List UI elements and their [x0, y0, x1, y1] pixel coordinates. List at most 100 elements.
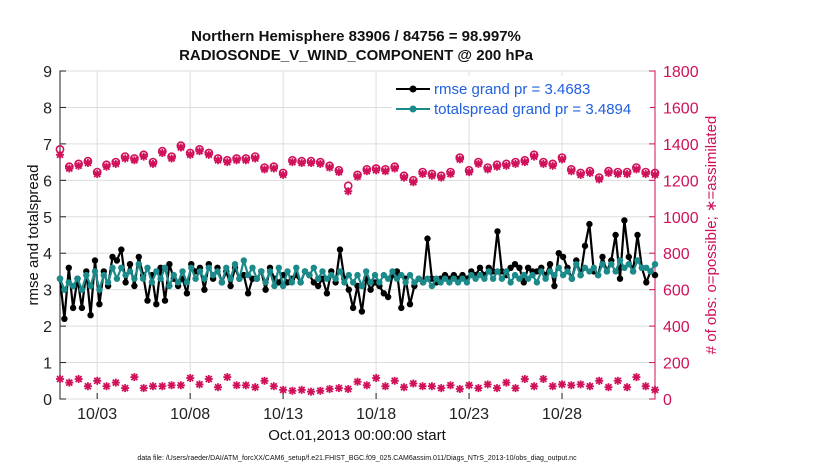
totalspread-point: [389, 268, 396, 275]
totalspread-point: [293, 264, 300, 271]
obs-assimilated-marker: [511, 384, 520, 393]
obs-assimilated-marker: [204, 150, 213, 159]
legend-rmse-label: rmse grand pr = 3.4683: [434, 81, 590, 98]
obs-assimilated-marker: [74, 161, 83, 170]
totalspread-point: [275, 264, 282, 271]
obs-assimilated-marker: [446, 170, 455, 178]
obs-assimilated-marker: [279, 170, 288, 179]
obs-assimilated-marker: [167, 154, 176, 163]
rmse-point: [380, 290, 387, 297]
rmse-point: [310, 279, 317, 286]
obs-assimilated-marker: [362, 381, 371, 390]
rmse-point: [581, 242, 589, 250]
obs-assimilated-marker: [400, 173, 408, 182]
totalspread-point: [371, 271, 379, 279]
totalspread-point: [91, 268, 99, 275]
totalspread-point: [542, 275, 549, 282]
y-axis-left-label: rmse and totalspread: [25, 165, 42, 306]
x-axis: 10/03 10/08 10/13 10/18 10/23 10/28: [77, 393, 582, 423]
totalspread-point: [258, 268, 265, 275]
totalspread-point: [349, 279, 357, 286]
rmse-point: [393, 268, 401, 275]
totalspread-point: [398, 271, 405, 279]
totalspread-point: [78, 286, 86, 293]
obs-assimilated-marker: [83, 382, 92, 391]
rmse-point: [284, 279, 291, 286]
obs-assimilated-marker: [158, 149, 167, 157]
totalspread-point: [144, 264, 151, 271]
totalspread-point: [157, 275, 164, 282]
totalspread-point: [179, 268, 186, 275]
totalspread-point: [573, 261, 580, 268]
totalspread-point: [555, 264, 562, 271]
totalspread-point: [332, 275, 339, 282]
rmse-point: [78, 304, 86, 312]
y-tick-label-left: 8: [43, 100, 52, 117]
totalspread-point: [288, 279, 296, 286]
obs-assimilated-marker: [595, 376, 604, 385]
totalspread-point: [529, 271, 536, 279]
obs-assimilated-marker: [530, 152, 539, 161]
obs-assimilated-marker: [307, 387, 315, 396]
chart-title: Northern Hemisphere 83906 / 84756 = 98.9…: [191, 28, 521, 45]
obs-assimilated-marker: [632, 373, 641, 382]
rmse-point: [616, 275, 624, 282]
y-tick-label-left: 9: [43, 64, 52, 81]
obs-assimilated-marker: [260, 165, 269, 174]
totalspread-point: [218, 279, 226, 286]
totalspread-point: [279, 282, 287, 290]
obs-assimilated-marker: [297, 385, 306, 394]
y-axis-right: 0 200 400 600 800 1000 1200 1400 1600 1800: [649, 64, 699, 409]
rmse-point: [651, 271, 659, 279]
obs-assimilated-marker: [316, 159, 325, 168]
obs-assimilated-marker: [269, 382, 278, 391]
obs-assimilated-marker: [651, 385, 659, 394]
totalspread-point: [538, 268, 545, 275]
rmse-point: [599, 253, 606, 261]
totalspread-point: [524, 275, 532, 282]
rmse-point: [227, 282, 234, 290]
totalspread-point: [310, 264, 317, 271]
obs-assimilated-marker: [483, 380, 492, 389]
y-tick-label-left: 7: [43, 137, 52, 154]
y-tick-label-right: 600: [663, 283, 690, 300]
totalspread-point: [612, 268, 619, 275]
x-tick-label: 10/18: [356, 406, 396, 423]
obs-assimilated-marker: [65, 164, 74, 173]
rmse-point: [144, 297, 151, 304]
rmse-point: [118, 246, 125, 253]
x-axis-label: Oct.01,2013 00:00:00 start: [268, 427, 446, 444]
rmse-point: [406, 301, 414, 308]
obs-assimilated-marker: [632, 165, 641, 174]
obs-assimilated-marker: [455, 385, 464, 393]
totalspread-point: [83, 271, 90, 279]
legend-spread-marker: [409, 105, 417, 113]
obs-assimilated-marker: [437, 173, 446, 182]
y-tick-label-left: 0: [43, 392, 52, 409]
obs-assimilated-marker: [307, 159, 315, 167]
y-tick-label-left: 1: [43, 356, 52, 373]
totalspread-point: [249, 264, 256, 271]
obs-assimilated-marker: [511, 159, 520, 168]
y-tick-label-right: 1800: [663, 64, 699, 81]
obs-assimilated-marker: [493, 162, 501, 171]
totalspread-point: [433, 275, 440, 282]
obs-assimilated-marker: [316, 386, 325, 395]
obs-assimilated-marker: [130, 156, 139, 165]
y-tick-label-left: 2: [43, 319, 52, 336]
obs-assimilated-marker: [195, 147, 204, 156]
obs-assimilated-marker: [595, 175, 604, 184]
y-tick-label-right: 0: [663, 392, 672, 409]
y-axis-left: 0 1 2 3 4 5 6 7 8 9: [43, 64, 66, 409]
totalspread-point: [61, 286, 68, 293]
obs-assimilated-marker: [623, 170, 632, 178]
obs-assimilated-marker: [325, 163, 334, 172]
legend-spread-label: totalspread grand pr = 3.4894: [434, 101, 631, 118]
legend: rmse grand pr = 3.4683 totalspread grand…: [392, 76, 650, 118]
obs-assimilated-marker: [204, 375, 213, 383]
obs-assimilated-marker: [288, 158, 297, 167]
y-tick-label-left: 3: [43, 283, 52, 300]
totalspread-point: [551, 271, 558, 279]
obs-assimilated-marker: [381, 382, 390, 391]
